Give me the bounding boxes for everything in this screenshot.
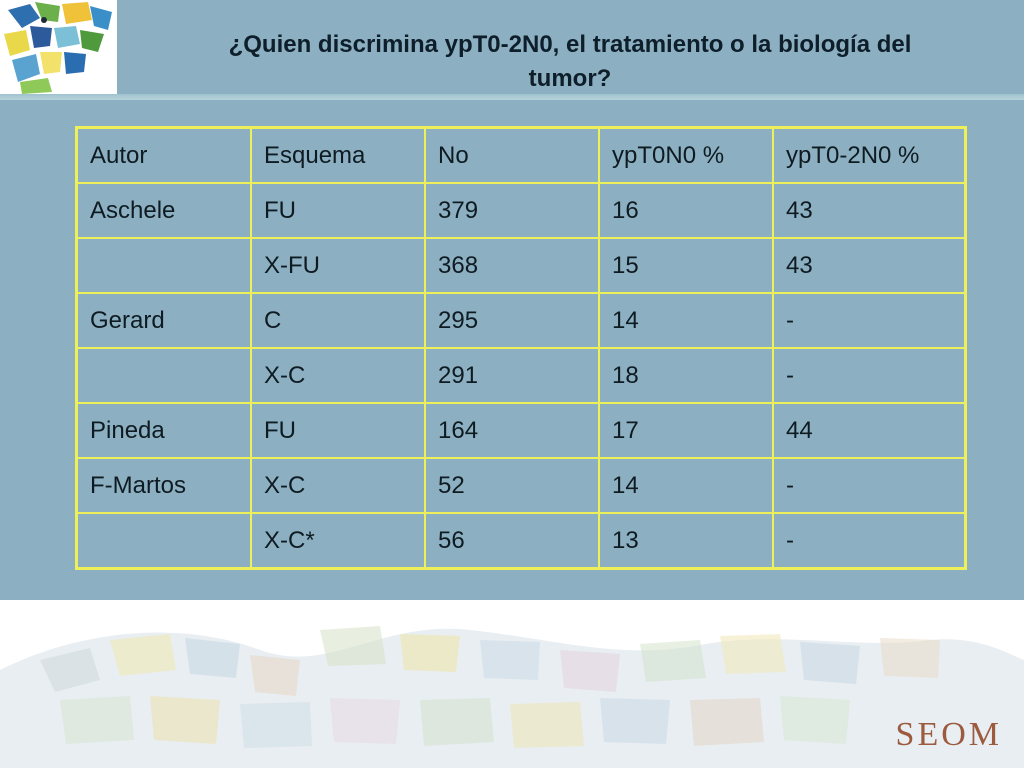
- cell-ypt0n0: 15: [598, 237, 774, 294]
- cell-no: 295: [424, 292, 600, 349]
- header-bar: [117, 0, 1024, 94]
- slide-title-line2: tumor?: [528, 65, 612, 92]
- cell-esquema: X-C: [250, 347, 426, 404]
- cell-autor: [75, 347, 252, 404]
- cell-ypt0-2n0: -: [772, 457, 967, 514]
- slide-title: ¿Quien discrimina ypT0-2N0, el tratamien…: [130, 28, 1010, 96]
- table-row: X-FU 368 15 43: [75, 237, 967, 294]
- header-ypt0n0: ypT0N0 %: [598, 126, 774, 184]
- cell-esquema: X-C: [250, 457, 426, 514]
- cell-ypt0-2n0: -: [772, 292, 967, 349]
- cell-autor: Aschele: [75, 182, 252, 239]
- brand-logo: SEOM: [895, 716, 1002, 753]
- cell-autor: F-Martos: [75, 457, 252, 514]
- cell-esquema: C: [250, 292, 426, 349]
- header-divider: [0, 94, 1024, 100]
- table-row: F-Martos X-C 52 14 -: [75, 457, 967, 514]
- mosaic-logo-art: [0, 0, 117, 94]
- cell-no: 164: [424, 402, 600, 459]
- slide-title-line1: ¿Quien discrimina ypT0-2N0, el tratamien…: [228, 31, 912, 58]
- cell-esquema: X-FU: [250, 237, 426, 294]
- mosaic-footer-art: [0, 600, 1024, 768]
- cell-ypt0n0: 13: [598, 512, 774, 570]
- table-row: Aschele FU 379 16 43: [75, 182, 967, 239]
- cell-ypt0n0: 14: [598, 292, 774, 349]
- cell-no: 56: [424, 512, 600, 570]
- cell-ypt0-2n0: 44: [772, 402, 967, 459]
- cell-autor: [75, 237, 252, 294]
- cell-esquema: X-C*: [250, 512, 426, 570]
- results-table: Autor Esquema No ypT0N0 % ypT0-2N0 % Asc…: [75, 126, 967, 570]
- cell-ypt0-2n0: 43: [772, 182, 967, 239]
- cell-ypt0-2n0: -: [772, 512, 967, 570]
- table-header-row: Autor Esquema No ypT0N0 % ypT0-2N0 %: [75, 126, 967, 184]
- cell-ypt0-2n0: 43: [772, 237, 967, 294]
- cell-ypt0n0: 16: [598, 182, 774, 239]
- table-row: X-C* 56 13 -: [75, 512, 967, 570]
- cell-autor: [75, 512, 252, 570]
- cell-no: 379: [424, 182, 600, 239]
- cell-autor: Gerard: [75, 292, 252, 349]
- cell-ypt0n0: 18: [598, 347, 774, 404]
- cell-no: 291: [424, 347, 600, 404]
- table-row: X-C 291 18 -: [75, 347, 967, 404]
- cell-ypt0-2n0: -: [772, 347, 967, 404]
- header-ypt0-2n0: ypT0-2N0 %: [772, 126, 967, 184]
- header-esquema: Esquema: [250, 126, 426, 184]
- cell-ypt0n0: 17: [598, 402, 774, 459]
- mosaic-lizard-art: SEOM: [0, 600, 1024, 768]
- table-row: Pineda FU 164 17 44: [75, 402, 967, 459]
- table-row: Gerard C 295 14 -: [75, 292, 967, 349]
- cell-esquema: FU: [250, 182, 426, 239]
- cell-esquema: FU: [250, 402, 426, 459]
- cell-no: 368: [424, 237, 600, 294]
- cell-autor: Pineda: [75, 402, 252, 459]
- cell-ypt0n0: 14: [598, 457, 774, 514]
- cell-no: 52: [424, 457, 600, 514]
- header-autor: Autor: [75, 126, 252, 184]
- header-no: No: [424, 126, 600, 184]
- mosaic-logo-icon: [0, 0, 117, 94]
